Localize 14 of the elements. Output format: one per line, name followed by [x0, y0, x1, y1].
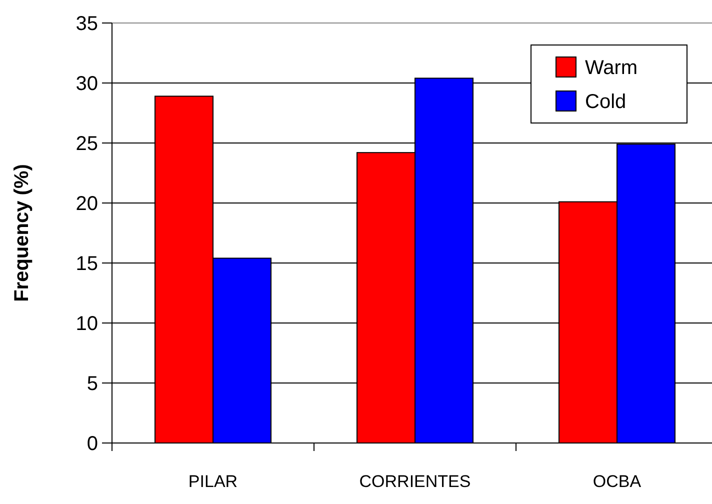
legend-label: Cold: [585, 91, 626, 113]
legend-label: Warm: [585, 57, 638, 79]
y-tick-label: 5: [86, 373, 98, 395]
y-tick-label: 30: [76, 73, 98, 95]
y-tick-label: 0: [86, 433, 98, 455]
x-tick-label: PILAR: [188, 472, 238, 491]
x-tick-label: OCBA: [592, 472, 642, 491]
y-tick-label: 25: [76, 133, 98, 155]
y-tick-label: 15: [76, 253, 98, 275]
y-tick-label: 35: [76, 13, 98, 35]
y-tick-label: 20: [76, 193, 98, 215]
y-axis-title: Frequency (%): [11, 164, 33, 302]
y-tick-label: 10: [76, 313, 98, 335]
x-tick-label: CORRIENTES: [359, 472, 471, 491]
